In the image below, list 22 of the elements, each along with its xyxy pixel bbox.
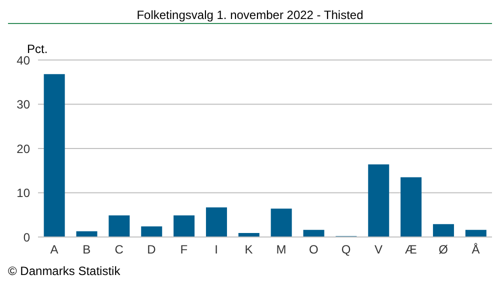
y-tick-label: 30 — [16, 98, 30, 112]
x-tick-label: Å — [472, 242, 480, 257]
chart-title: Folketingsvalg 1. november 2022 - Thisted — [8, 8, 492, 24]
x-tick-label: Q — [341, 242, 351, 257]
y-tick-label: 40 — [16, 53, 30, 68]
x-tick-label: A — [50, 242, 58, 257]
y-tick-label: 20 — [16, 142, 30, 156]
y-axis-title: Pct. — [27, 42, 48, 56]
x-tick-label: B — [82, 242, 91, 257]
x-tick-label: K — [244, 242, 253, 257]
x-tick-label: Ø — [438, 242, 448, 257]
x-tick-label: C — [114, 242, 124, 257]
x-tick-label: F — [180, 242, 188, 257]
text: © Danmarks Statistik — [8, 264, 120, 278]
y-tick-label: 10 — [16, 186, 30, 200]
x-tick-label: M — [276, 242, 286, 257]
x-tick-label: Æ — [404, 242, 417, 257]
x-tick-label: V — [374, 242, 383, 257]
x-tick-label: D — [147, 242, 156, 257]
x-tick-label: I — [214, 242, 218, 257]
x-tick-label: O — [308, 242, 318, 257]
y-tick-label: 0 — [23, 230, 30, 244]
